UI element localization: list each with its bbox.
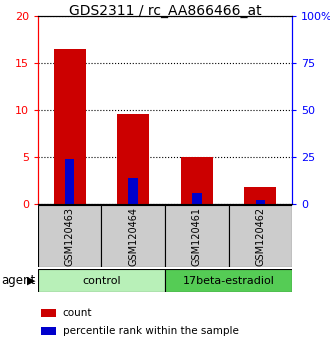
Bar [128, 178, 138, 204]
Bar [165, 205, 228, 267]
Bar [181, 156, 213, 204]
Text: GSM120461: GSM120461 [192, 207, 202, 266]
Bar [255, 200, 265, 204]
Text: ▶: ▶ [27, 275, 36, 286]
Text: GDS2311 / rc_AA866466_at: GDS2311 / rc_AA866466_at [69, 4, 261, 18]
Text: GSM120464: GSM120464 [128, 207, 138, 266]
Bar [117, 114, 149, 204]
Bar [65, 159, 75, 204]
Bar [245, 187, 276, 204]
Text: count: count [63, 308, 92, 318]
Text: agent: agent [2, 274, 36, 287]
Bar [102, 205, 165, 267]
Bar [38, 269, 165, 292]
Text: 17beta-estradiol: 17beta-estradiol [182, 275, 275, 286]
Bar [38, 205, 102, 267]
Bar [192, 193, 202, 204]
Bar [54, 49, 85, 204]
Text: percentile rank within the sample: percentile rank within the sample [63, 326, 239, 336]
Text: control: control [82, 275, 121, 286]
Bar [229, 205, 292, 267]
Text: GSM120462: GSM120462 [255, 207, 265, 266]
Bar [165, 269, 292, 292]
Text: GSM120463: GSM120463 [65, 207, 75, 266]
